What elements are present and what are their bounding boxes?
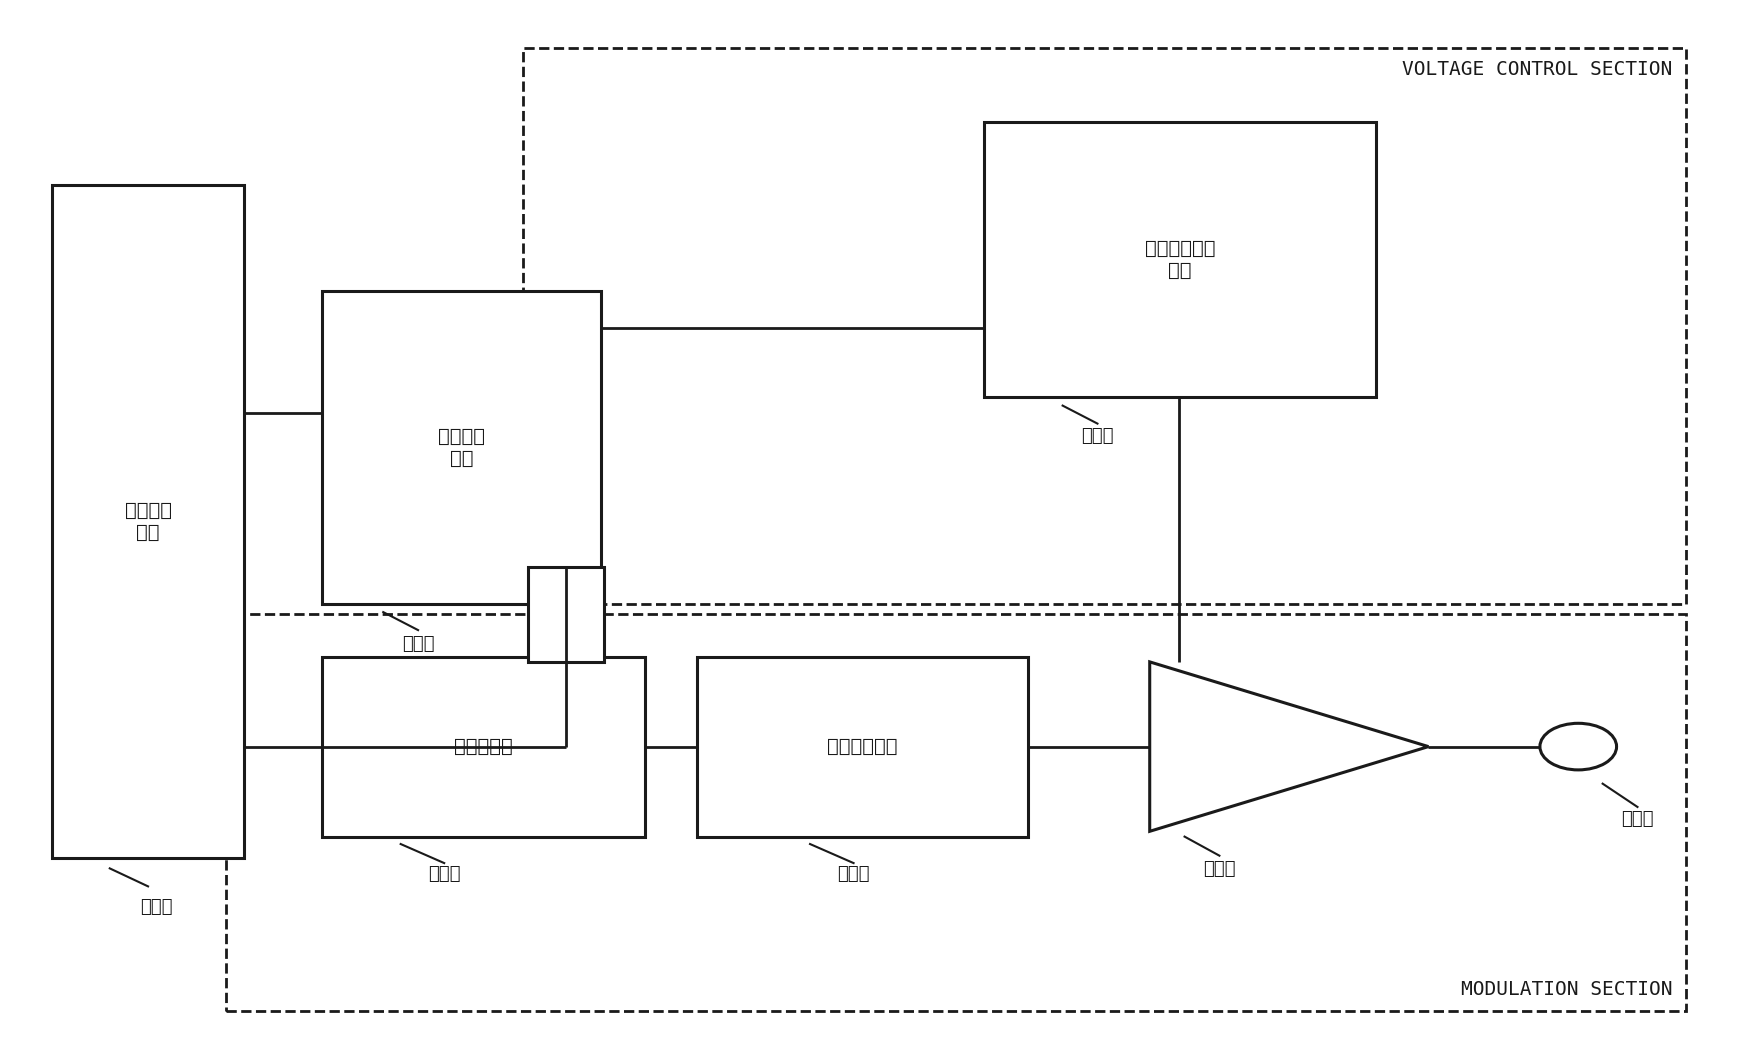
Bar [984,122,1376,397]
Bar [528,567,604,662]
Bar [226,614,1686,1011]
Bar [52,185,244,858]
Bar [697,657,1028,837]
Text: 低频电压控制
部件: 低频电压控制 部件 [1144,239,1216,280]
Text: VOLTAGE CONTROL SECTION: VOLTAGE CONTROL SECTION [1402,60,1672,79]
Bar [322,291,601,604]
Text: ２０６: ２０６ [1082,427,1113,445]
Text: ２０１: ２０１ [141,898,172,916]
Bar [322,657,645,837]
Text: ２１０: ２１０ [838,865,869,883]
Text: 数据产生
部件: 数据产生 部件 [125,501,171,542]
Text: 乘法器部件: 乘法器部件 [455,737,512,756]
Text: ２０８: ２０８ [1622,810,1653,828]
Bar [523,48,1686,604]
Text: ２０９: ２０９ [429,865,460,883]
Text: ２０７: ２０７ [1204,860,1235,878]
Text: 正交调制部件: 正交调制部件 [827,737,897,756]
Text: MODULATION SECTION: MODULATION SECTION [1462,980,1672,999]
Text: 频率辨别
部件: 频率辨别 部件 [439,427,484,468]
Text: ２０２: ２０２ [402,635,434,653]
